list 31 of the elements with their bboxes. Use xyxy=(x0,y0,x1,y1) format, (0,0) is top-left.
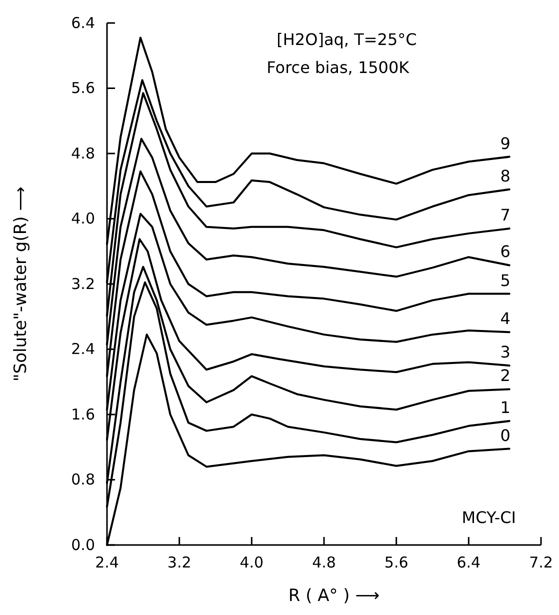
x-tick-label: 4.0 xyxy=(240,554,264,572)
y-axis-title: "Solute"-water g(R) ⟶ xyxy=(11,186,31,382)
x-axis-title: R ( A° ) ⟶ xyxy=(288,586,380,606)
x-tick-label: 3.2 xyxy=(167,554,192,572)
x-tick-label: 4.8 xyxy=(312,554,336,572)
annotation: MCY-CI xyxy=(462,508,516,527)
series-label: 2 xyxy=(500,366,510,386)
series-label: 5 xyxy=(500,270,510,290)
y-tick-label: 4.8 xyxy=(71,144,95,162)
y-tick-label: 6.4 xyxy=(71,14,95,32)
annotation: [H2O]aq, T=25°C xyxy=(276,30,417,49)
y-tick-label: 3.2 xyxy=(71,274,95,293)
series-label: 4 xyxy=(500,309,510,328)
x-tick-label: 2.4 xyxy=(95,554,119,572)
series-label: 7 xyxy=(500,206,510,225)
series-label: 0 xyxy=(500,426,510,445)
x-tick-label: 5.6 xyxy=(384,554,408,572)
y-tick-label: 1.6 xyxy=(71,405,95,424)
series-label: 8 xyxy=(500,166,510,186)
annotation: Force bias, 1500K xyxy=(266,58,410,77)
x-tick-label: 6.4 xyxy=(456,554,481,572)
series-label: 9 xyxy=(500,134,510,153)
y-tick-label: 0.8 xyxy=(71,470,95,489)
x-tick-label: 7.2 xyxy=(529,554,553,572)
y-tick-label: 4.0 xyxy=(71,210,95,228)
y-tick-label: 0.0 xyxy=(71,536,95,554)
series-label: 1 xyxy=(500,398,510,418)
series-label: 6 xyxy=(500,242,510,262)
series-label: 3 xyxy=(500,342,510,362)
y-tick-label: 5.6 xyxy=(71,79,95,98)
y-tick-label: 2.4 xyxy=(71,340,95,358)
